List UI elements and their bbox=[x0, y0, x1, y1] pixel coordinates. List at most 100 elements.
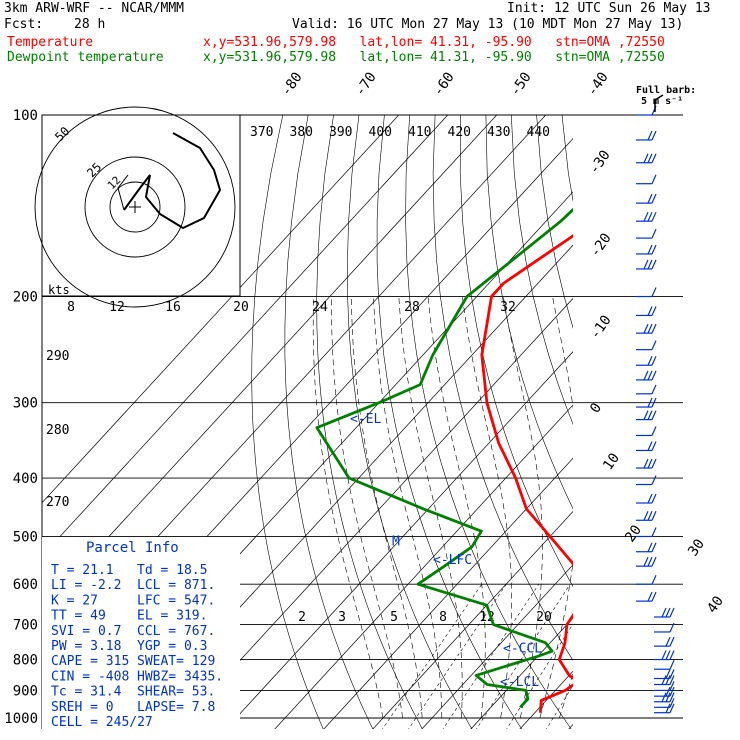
wind-barb-flag bbox=[651, 591, 657, 602]
parcel-param-right: HWBZ= 3435. bbox=[137, 669, 223, 684]
level-annotations: <-EL <-LFC <-CCL <-LCL M bbox=[350, 412, 542, 690]
wind-barb-flag bbox=[651, 244, 657, 255]
dry-adiabat bbox=[689, 115, 740, 731]
wind-barb-flag bbox=[661, 675, 667, 685]
parcel-param-right: Td = 18.5 bbox=[137, 563, 207, 578]
isotherm-line bbox=[42, 115, 400, 504]
mixing-ratio-label: 8 bbox=[439, 610, 447, 625]
wind-barb-flag bbox=[651, 340, 657, 350]
header: 3km ARW-WRF -- NCAR/MMM Init: 12 UTC Sun… bbox=[0, 0, 740, 68]
mixing-ratio-line bbox=[476, 584, 571, 729]
wind-barb-flag bbox=[643, 410, 649, 420]
init-time: Init: 12 UTC Sun 26 May 13 bbox=[507, 1, 711, 16]
wind-barb-flag bbox=[647, 130, 653, 141]
wind-barb-flag bbox=[651, 556, 657, 567]
dry-adiabat bbox=[511, 115, 573, 425]
mixing-ratio-label: 12 bbox=[109, 300, 125, 315]
hodograph-ring bbox=[84, 156, 186, 258]
isotherm-line bbox=[274, 404, 573, 729]
wind-barb-flag bbox=[669, 659, 675, 670]
pressure-tick-label: 600 bbox=[13, 577, 38, 593]
wind-barb-flag bbox=[643, 259, 649, 270]
wind-barb-flag bbox=[647, 370, 653, 381]
pressure-tick-label: 400 bbox=[13, 471, 38, 487]
wind-barb bbox=[654, 692, 675, 703]
parcel-param-right: SWEAT= 129 bbox=[137, 654, 215, 669]
wind-barb-flag bbox=[647, 511, 653, 521]
forecast-label: Fcst: bbox=[4, 17, 44, 32]
parcel-param-left: CAPE = 315 bbox=[51, 654, 129, 669]
isotherm-label: -50 bbox=[507, 69, 535, 99]
mixing-ratio-label: 8 bbox=[67, 300, 75, 315]
wind-barb-flag bbox=[647, 193, 653, 204]
wind-barb-flag bbox=[669, 698, 675, 708]
wind-barb bbox=[636, 511, 657, 521]
isotherm-label: -10 bbox=[587, 312, 615, 342]
dry-adiabat bbox=[638, 115, 740, 731]
wind-barb-flag bbox=[643, 211, 649, 222]
wind-barb-flag bbox=[651, 130, 657, 141]
parcel-param-left: SVI = 0.7 bbox=[51, 624, 121, 639]
wind-barb bbox=[636, 370, 657, 381]
pressure-tick-label: 100 bbox=[13, 108, 38, 124]
wind-barb bbox=[654, 636, 675, 647]
isotherm-line bbox=[372, 510, 573, 729]
wind-barb-flag bbox=[661, 607, 667, 618]
dry-adiabat bbox=[284, 115, 374, 729]
wind-barb bbox=[654, 659, 675, 670]
wind-barb-flag bbox=[651, 458, 657, 469]
wind-barb bbox=[636, 384, 657, 395]
dry-adiabat bbox=[459, 115, 573, 588]
wind-barb-flag bbox=[643, 511, 649, 521]
hodograph-units: kts bbox=[48, 283, 70, 297]
full-barb-label: Full barb: bbox=[636, 85, 696, 96]
wind-barb bbox=[654, 622, 675, 633]
wind-barb bbox=[636, 193, 657, 204]
theta-label: 380 bbox=[290, 125, 313, 140]
parcel-param-right: LCL = 871. bbox=[137, 578, 215, 593]
full-barb-sample bbox=[654, 94, 664, 101]
dry-adiabat bbox=[664, 115, 740, 731]
wind-barb bbox=[636, 306, 657, 317]
isotherm-line bbox=[225, 351, 573, 729]
wind-barb-flag bbox=[651, 397, 657, 408]
wind-barb bbox=[654, 669, 675, 680]
isotherm-label: 10 bbox=[600, 450, 623, 473]
wind-barb-flag bbox=[651, 511, 657, 521]
mixing-ratio-label: 16 bbox=[165, 300, 181, 315]
dewpoint-legend-name: Dewpoint temperature bbox=[7, 50, 164, 65]
wind-barb-flag bbox=[665, 686, 671, 697]
wind-barb bbox=[636, 527, 657, 538]
parcel-param-right: LAPSE= 7.8 bbox=[137, 700, 215, 715]
wind-barb bbox=[636, 542, 657, 553]
full-barb-value: 5 m s⁻¹ bbox=[641, 96, 683, 107]
parcel-param-left: TT = 49 bbox=[51, 609, 106, 624]
dewpoint-profile bbox=[315, 207, 573, 709]
forecast-hours: 28 h bbox=[74, 17, 106, 32]
dry-adiabat bbox=[251, 115, 324, 729]
mixing-ratio-label: 32 bbox=[500, 300, 516, 315]
wind-barb bbox=[636, 441, 657, 452]
mixing-ratio-label: 2 bbox=[298, 610, 306, 625]
wind-barb bbox=[636, 105, 657, 116]
storm-motion-vector bbox=[117, 174, 129, 211]
dry-adiabat bbox=[347, 115, 473, 729]
pressure-tick-label: 300 bbox=[13, 396, 38, 412]
wind-barb-flag bbox=[665, 607, 671, 618]
wind-barb-flag bbox=[643, 153, 649, 163]
wind-barb-flag bbox=[651, 527, 657, 537]
level-annotation: M bbox=[392, 535, 400, 550]
hodograph-frame bbox=[41, 114, 241, 297]
wind-barb-flag bbox=[651, 193, 657, 204]
wind-barb-flag bbox=[651, 306, 657, 316]
wind-barb bbox=[636, 153, 657, 164]
dry-adiabat bbox=[587, 115, 740, 731]
wind-barb-flag bbox=[665, 669, 671, 679]
wind-barb-flag bbox=[665, 650, 671, 660]
wind-barb-flag bbox=[647, 211, 653, 222]
parcel-param-right: EL = 319. bbox=[137, 609, 207, 624]
parcel-param-left: CELL = 245/27 bbox=[51, 715, 153, 730]
dry-adiabat bbox=[561, 115, 573, 203]
